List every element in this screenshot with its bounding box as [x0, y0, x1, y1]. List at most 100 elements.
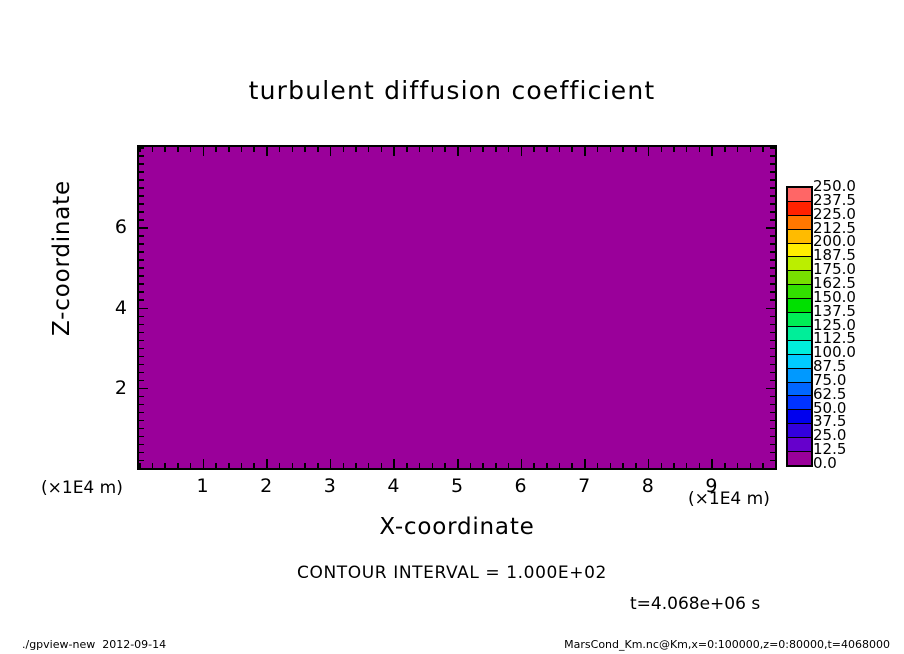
x-axis-tick	[444, 463, 446, 468]
x-axis-tick	[609, 463, 612, 468]
y-axis-tick	[770, 315, 775, 318]
y-axis-tick	[139, 427, 144, 430]
x-tick-label: 2	[260, 475, 273, 497]
y-axis-tick	[770, 211, 775, 213]
colorbar	[786, 186, 813, 467]
x-tick-label: 7	[578, 475, 591, 497]
y-axis-tick	[770, 179, 775, 181]
colorbar-band	[788, 410, 811, 425]
y-axis-tick	[770, 235, 775, 237]
colorbar-band	[788, 229, 811, 244]
x-tick-label: 8	[641, 475, 654, 497]
x-axis-tick	[253, 147, 255, 152]
x-axis-unit-label: (×1E4 m)	[688, 489, 770, 509]
y-axis-tick	[770, 419, 775, 422]
x-axis-tick	[711, 147, 713, 156]
colorbar-tick-label: 37.5	[813, 412, 847, 431]
colorbar-band	[788, 313, 811, 327]
x-axis-tick	[164, 463, 166, 468]
x-axis-tick	[202, 147, 205, 156]
x-tick-label: 1	[196, 475, 209, 497]
x-axis-tick	[418, 463, 421, 468]
y-axis-tick	[139, 299, 144, 301]
z-axis-unit-label: (×1E4 m)	[41, 478, 123, 498]
colorbar-band	[788, 382, 811, 397]
y-axis-tick	[770, 259, 775, 261]
y-axis-tick	[139, 395, 144, 398]
x-axis-tick	[749, 463, 752, 468]
y-axis-tick	[770, 187, 775, 189]
x-tick-label: 9	[705, 475, 718, 497]
y-axis-tick	[770, 427, 775, 430]
y-axis-tick	[770, 459, 775, 462]
y-axis-tick	[766, 307, 775, 309]
x-axis-tick	[660, 463, 663, 468]
x-axis-tick	[762, 147, 764, 152]
y-axis-tick	[139, 235, 144, 237]
y-axis-tick	[139, 187, 144, 189]
colorbar-tick-label: 137.5	[813, 301, 856, 320]
page-title: turbulent diffusion coefficient	[248, 76, 656, 105]
x-axis-tick	[253, 463, 255, 468]
y-axis-tick	[139, 267, 144, 269]
x-axis-tick	[202, 459, 205, 468]
x-axis-tick	[228, 147, 230, 152]
colorbar-band	[788, 396, 811, 411]
x-axis-tick	[775, 463, 777, 468]
x-axis-tick	[647, 459, 650, 468]
colorbar-band	[788, 271, 811, 286]
x-tick-label: 3	[323, 475, 336, 497]
x-axis-tick	[266, 147, 268, 156]
y-axis-tick	[139, 219, 144, 221]
y-axis-tick	[770, 267, 775, 269]
colorbar-tick-label: 75.0	[813, 370, 847, 389]
x-axis-tick	[228, 463, 230, 468]
x-axis-tick	[380, 147, 383, 152]
colorbar-tick-label: 175.0	[813, 260, 856, 279]
x-axis-tick	[685, 147, 688, 152]
colorbar-tick-label: 187.5	[813, 246, 856, 265]
footer-source-label: MarsCond_Km.nc@Km,x=0:100000,z=0:80000,t…	[564, 638, 890, 651]
y-axis-tick	[770, 411, 775, 414]
x-axis-tick	[533, 147, 535, 152]
scalar-field-heatmap	[139, 147, 775, 468]
x-axis-tick	[571, 463, 573, 468]
x-axis-tick	[736, 147, 739, 152]
y-axis-tick	[770, 435, 775, 438]
colorbar-band	[788, 424, 811, 439]
colorbar-band	[788, 326, 811, 341]
x-axis-tick	[482, 147, 484, 152]
y-axis-tick	[139, 411, 144, 414]
y-axis-tick	[770, 283, 775, 285]
y-axis-tick	[770, 219, 775, 221]
x-axis-tick	[507, 147, 510, 152]
x-axis-tick	[558, 463, 561, 468]
x-axis-tick	[215, 463, 217, 468]
y-axis-tick	[139, 307, 148, 309]
colorbar-tick-label: 237.5	[813, 190, 856, 209]
y-axis-tick	[139, 211, 144, 213]
colorbar-tick-label: 50.0	[813, 398, 847, 417]
y-axis-tick	[139, 195, 144, 197]
x-axis-tick	[622, 147, 624, 152]
x-axis-tick	[177, 463, 179, 468]
x-axis-tick	[355, 463, 357, 468]
x-axis-tick	[533, 463, 535, 468]
x-axis-tick	[406, 147, 408, 152]
x-axis-tick	[495, 463, 497, 468]
x-axis-tick	[278, 463, 281, 468]
y-axis-tick	[139, 259, 144, 261]
x-axis-tick	[329, 459, 332, 468]
y-axis-tick	[139, 339, 144, 342]
x-axis-tick	[495, 147, 497, 152]
x-axis-tick	[698, 463, 701, 468]
x-axis-tick	[673, 147, 675, 152]
x-axis-tick	[139, 463, 141, 468]
colorbar-band	[788, 201, 811, 216]
x-axis-tick	[520, 147, 523, 156]
y-axis-tick	[139, 355, 144, 358]
x-axis-tick	[775, 147, 777, 152]
y-axis-tick	[139, 163, 144, 165]
x-axis-tick	[317, 463, 319, 468]
x-axis-tick	[291, 147, 294, 152]
